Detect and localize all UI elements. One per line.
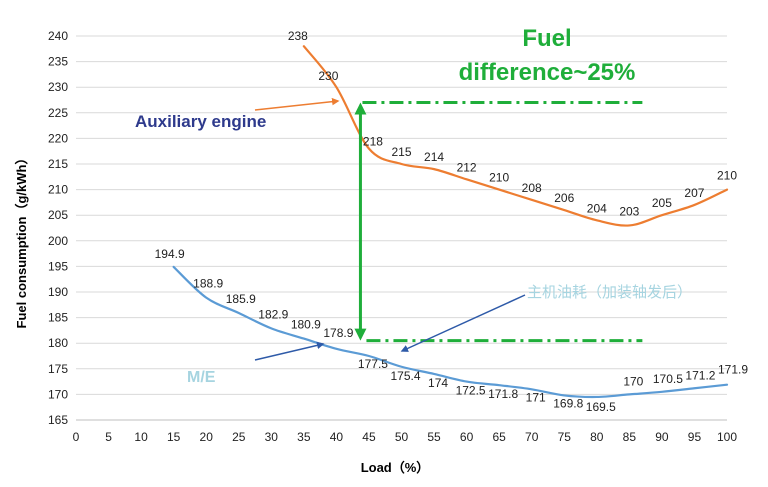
main-engine-line [172,265,729,399]
x-axis-ticks: 0 5 10 15 20 25 30 35 40 45 50 55 60 65 70 75 80 85 90 95 10… [73,430,738,444]
me-pointer-arrow [254,341,325,361]
aux-data-label: 214 [424,150,444,164]
y-axis-title: Fuel consumption（g/kWh） [14,152,29,329]
me-data-label: 170.5 [653,372,683,386]
x-tick-label: 40 [330,430,344,444]
y-tick-label: 195 [48,259,68,273]
y-tick-label: 200 [48,234,68,248]
y-tick-label: 185 [48,311,68,325]
fuel-difference-title-line2: difference~25% [459,59,636,86]
y-tick-label: 215 [48,157,68,171]
series-lines [172,45,729,399]
x-tick-label: 0 [73,430,80,444]
y-tick-label: 225 [48,106,68,120]
x-tick-label: 55 [427,430,441,444]
aux-data-label: 207 [684,186,704,200]
x-tick-label: 50 [395,430,409,444]
me-data-label: 180.9 [291,318,321,332]
y-tick-label: 230 [48,80,68,94]
main-engine-shaft-pointer-arrow [400,294,526,352]
x-tick-label: 60 [460,430,474,444]
me-label: M/E [187,369,216,386]
y-tick-label: 165 [48,413,68,427]
me-data-label: 171.2 [685,368,715,382]
me-data-label: 182.9 [258,307,288,321]
aux-data-label: 206 [554,191,574,205]
y-tick-label: 205 [48,208,68,222]
main-engine-shaft-label-cn: 主机油耗（加装轴发后） [527,284,692,301]
x-tick-label: 70 [525,430,539,444]
x-tick-label: 15 [167,430,181,444]
reference-lines [354,101,643,343]
x-tick-label: 35 [297,430,311,444]
aux-data-label: 212 [457,160,477,174]
y-tick-label: 170 [48,387,68,401]
aux-data-label: 210 [489,171,509,185]
x-tick-label: 45 [362,430,376,444]
aux-data-label: 230 [318,69,338,83]
y-tick-label: 220 [48,131,68,145]
fuel-difference-title-line1: Fuel [522,25,571,52]
me-data-label: 175.4 [390,369,420,383]
x-axis-title: Load（%） [361,460,430,475]
me-data-label: 171.9 [718,363,748,377]
aux-data-label: 204 [587,201,607,215]
y-tick-label: 190 [48,285,68,299]
aux-data-label: 218 [363,135,383,149]
y-axis-ticks: 165 170 175 180 185 190 195 200 205 210 215 220 225 2… [48,29,68,427]
me-data-label: 171 [526,390,546,404]
y-tick-label: 235 [48,55,68,69]
x-tick-label: 10 [134,430,148,444]
x-tick-label: 20 [200,430,214,444]
x-tick-label: 65 [492,430,506,444]
aux-data-label: 205 [652,196,672,210]
auxiliary-engine-label: Auxiliary engine [135,112,266,131]
data-labels: 238 230 218 215 214 212 210 208 206 204 203 205 207 2… [155,29,749,414]
x-tick-label: 5 [105,430,112,444]
aux-data-label: 215 [391,145,411,159]
me-data-label: 169.8 [553,396,583,410]
me-data-label: 185.9 [226,292,256,306]
aux-data-label: 208 [522,181,542,195]
auxiliary-engine-line [302,45,729,227]
x-tick-label: 25 [232,430,246,444]
me-data-label: 174 [428,376,448,390]
me-data-label: 169.5 [586,400,616,414]
y-tick-label: 240 [48,29,68,43]
x-tick-label: 100 [717,430,737,444]
x-tick-label: 30 [265,430,279,444]
me-data-label: 178.9 [323,326,353,340]
x-tick-label: 75 [558,430,572,444]
me-data-label: 188.9 [193,277,223,291]
auxiliary-engine-pointer-arrow [254,97,340,111]
me-data-label: 171.8 [488,387,518,401]
aux-data-label: 210 [717,169,737,183]
x-tick-label: 85 [623,430,637,444]
y-tick-label: 175 [48,362,68,376]
y-tick-label: 210 [48,183,68,197]
gridlines [76,35,727,421]
me-data-label: 170 [623,374,643,388]
aux-data-label: 238 [288,29,308,43]
me-data-label: 172.5 [456,384,486,398]
x-tick-label: 90 [655,430,669,444]
x-tick-label: 95 [688,430,702,444]
me-data-label: 194.9 [155,247,185,261]
y-tick-label: 180 [48,336,68,350]
aux-data-label: 203 [619,204,639,218]
x-tick-label: 80 [590,430,604,444]
me-data-label: 177.5 [358,357,388,371]
